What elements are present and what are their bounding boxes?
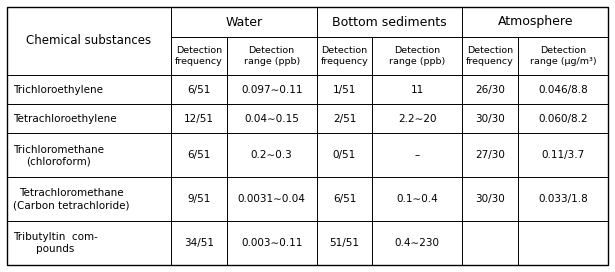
Text: Bottom sediments: Bottom sediments [332, 16, 447, 29]
Bar [171, 221, 227, 265]
Bar [7, 221, 171, 265]
Text: 6/51: 6/51 [187, 150, 210, 160]
Text: 0.0031∼0.04: 0.0031∼0.04 [238, 194, 306, 204]
Bar [227, 37, 317, 75]
Text: 0.4∼230: 0.4∼230 [395, 238, 440, 248]
Bar [372, 104, 462, 134]
Bar [7, 104, 171, 134]
Bar [7, 177, 171, 221]
Bar [462, 7, 608, 37]
Bar [227, 104, 317, 134]
Text: Tetrachloroethylene: Tetrachloroethylene [13, 114, 117, 124]
Text: Tributyltin  com-
pounds: Tributyltin com- pounds [13, 232, 98, 254]
Text: 51/51: 51/51 [330, 238, 360, 248]
Text: Detection
frequency: Detection frequency [320, 46, 368, 66]
Text: 0.11/3.7: 0.11/3.7 [541, 150, 585, 160]
Text: Trichloroethylene: Trichloroethylene [13, 85, 103, 95]
Bar [462, 221, 518, 265]
Text: 27/30: 27/30 [475, 150, 505, 160]
Text: –: – [415, 150, 420, 160]
Bar [227, 75, 317, 104]
Bar [317, 37, 372, 75]
Bar [317, 221, 372, 265]
Bar [462, 104, 518, 134]
Text: 34/51: 34/51 [184, 238, 214, 248]
Text: Detection
range (ppb): Detection range (ppb) [389, 46, 445, 66]
Bar [171, 7, 317, 37]
Bar [317, 7, 462, 37]
Bar [518, 134, 608, 177]
Bar [171, 37, 227, 75]
Text: Detection
frequency: Detection frequency [466, 46, 514, 66]
Bar [317, 177, 372, 221]
Bar [462, 37, 518, 75]
Bar [462, 177, 518, 221]
Bar [227, 134, 317, 177]
Bar [227, 221, 317, 265]
Bar [7, 75, 171, 104]
Text: 1/51: 1/51 [333, 85, 356, 95]
Bar [372, 75, 462, 104]
Text: 30/30: 30/30 [475, 114, 505, 124]
Text: 6/51: 6/51 [333, 194, 356, 204]
Text: 6/51: 6/51 [187, 85, 210, 95]
Bar [171, 177, 227, 221]
Bar [317, 134, 372, 177]
Text: 2/51: 2/51 [333, 114, 356, 124]
Text: 0.003∼0.11: 0.003∼0.11 [241, 238, 303, 248]
Text: Chemical substances: Chemical substances [26, 35, 151, 48]
Text: Trichloromethane
(chloroform): Trichloromethane (chloroform) [13, 145, 104, 166]
Text: 11: 11 [411, 85, 424, 95]
Text: 0.060/8.2: 0.060/8.2 [538, 114, 588, 124]
Text: 26/30: 26/30 [475, 85, 505, 95]
Bar [227, 177, 317, 221]
Text: Water: Water [225, 16, 263, 29]
Text: Detection
range (ppb): Detection range (ppb) [244, 46, 300, 66]
Bar [518, 177, 608, 221]
Bar [372, 134, 462, 177]
Bar [518, 75, 608, 104]
Bar [317, 75, 372, 104]
Bar [7, 134, 171, 177]
Bar [518, 221, 608, 265]
Bar [462, 75, 518, 104]
Bar [372, 37, 462, 75]
Bar [462, 134, 518, 177]
Text: 9/51: 9/51 [187, 194, 210, 204]
Bar [518, 104, 608, 134]
Bar [372, 221, 462, 265]
Bar [171, 134, 227, 177]
Bar [171, 75, 227, 104]
Text: Detection
frequency: Detection frequency [175, 46, 223, 66]
Bar [317, 104, 372, 134]
Text: Tetrachloromethane
(Carbon tetrachloride): Tetrachloromethane (Carbon tetrachloride… [13, 188, 130, 210]
Text: 2.2∼20: 2.2∼20 [398, 114, 437, 124]
Text: 0.04∼0.15: 0.04∼0.15 [244, 114, 299, 124]
Text: 0.1∼0.4: 0.1∼0.4 [397, 194, 438, 204]
Bar [7, 7, 171, 75]
Bar [171, 104, 227, 134]
Text: Detection
range (μg/m³): Detection range (μg/m³) [530, 46, 597, 66]
Text: 0.046/8.8: 0.046/8.8 [538, 85, 588, 95]
Text: 12/51: 12/51 [184, 114, 214, 124]
Text: 0.097∼0.11: 0.097∼0.11 [241, 85, 303, 95]
Bar [372, 177, 462, 221]
Text: 0/51: 0/51 [333, 150, 356, 160]
Text: 0.2∼0.3: 0.2∼0.3 [251, 150, 293, 160]
Bar [518, 37, 608, 75]
Text: Atmosphere: Atmosphere [498, 16, 573, 29]
Text: 30/30: 30/30 [475, 194, 505, 204]
Text: 0.033/1.8: 0.033/1.8 [538, 194, 588, 204]
